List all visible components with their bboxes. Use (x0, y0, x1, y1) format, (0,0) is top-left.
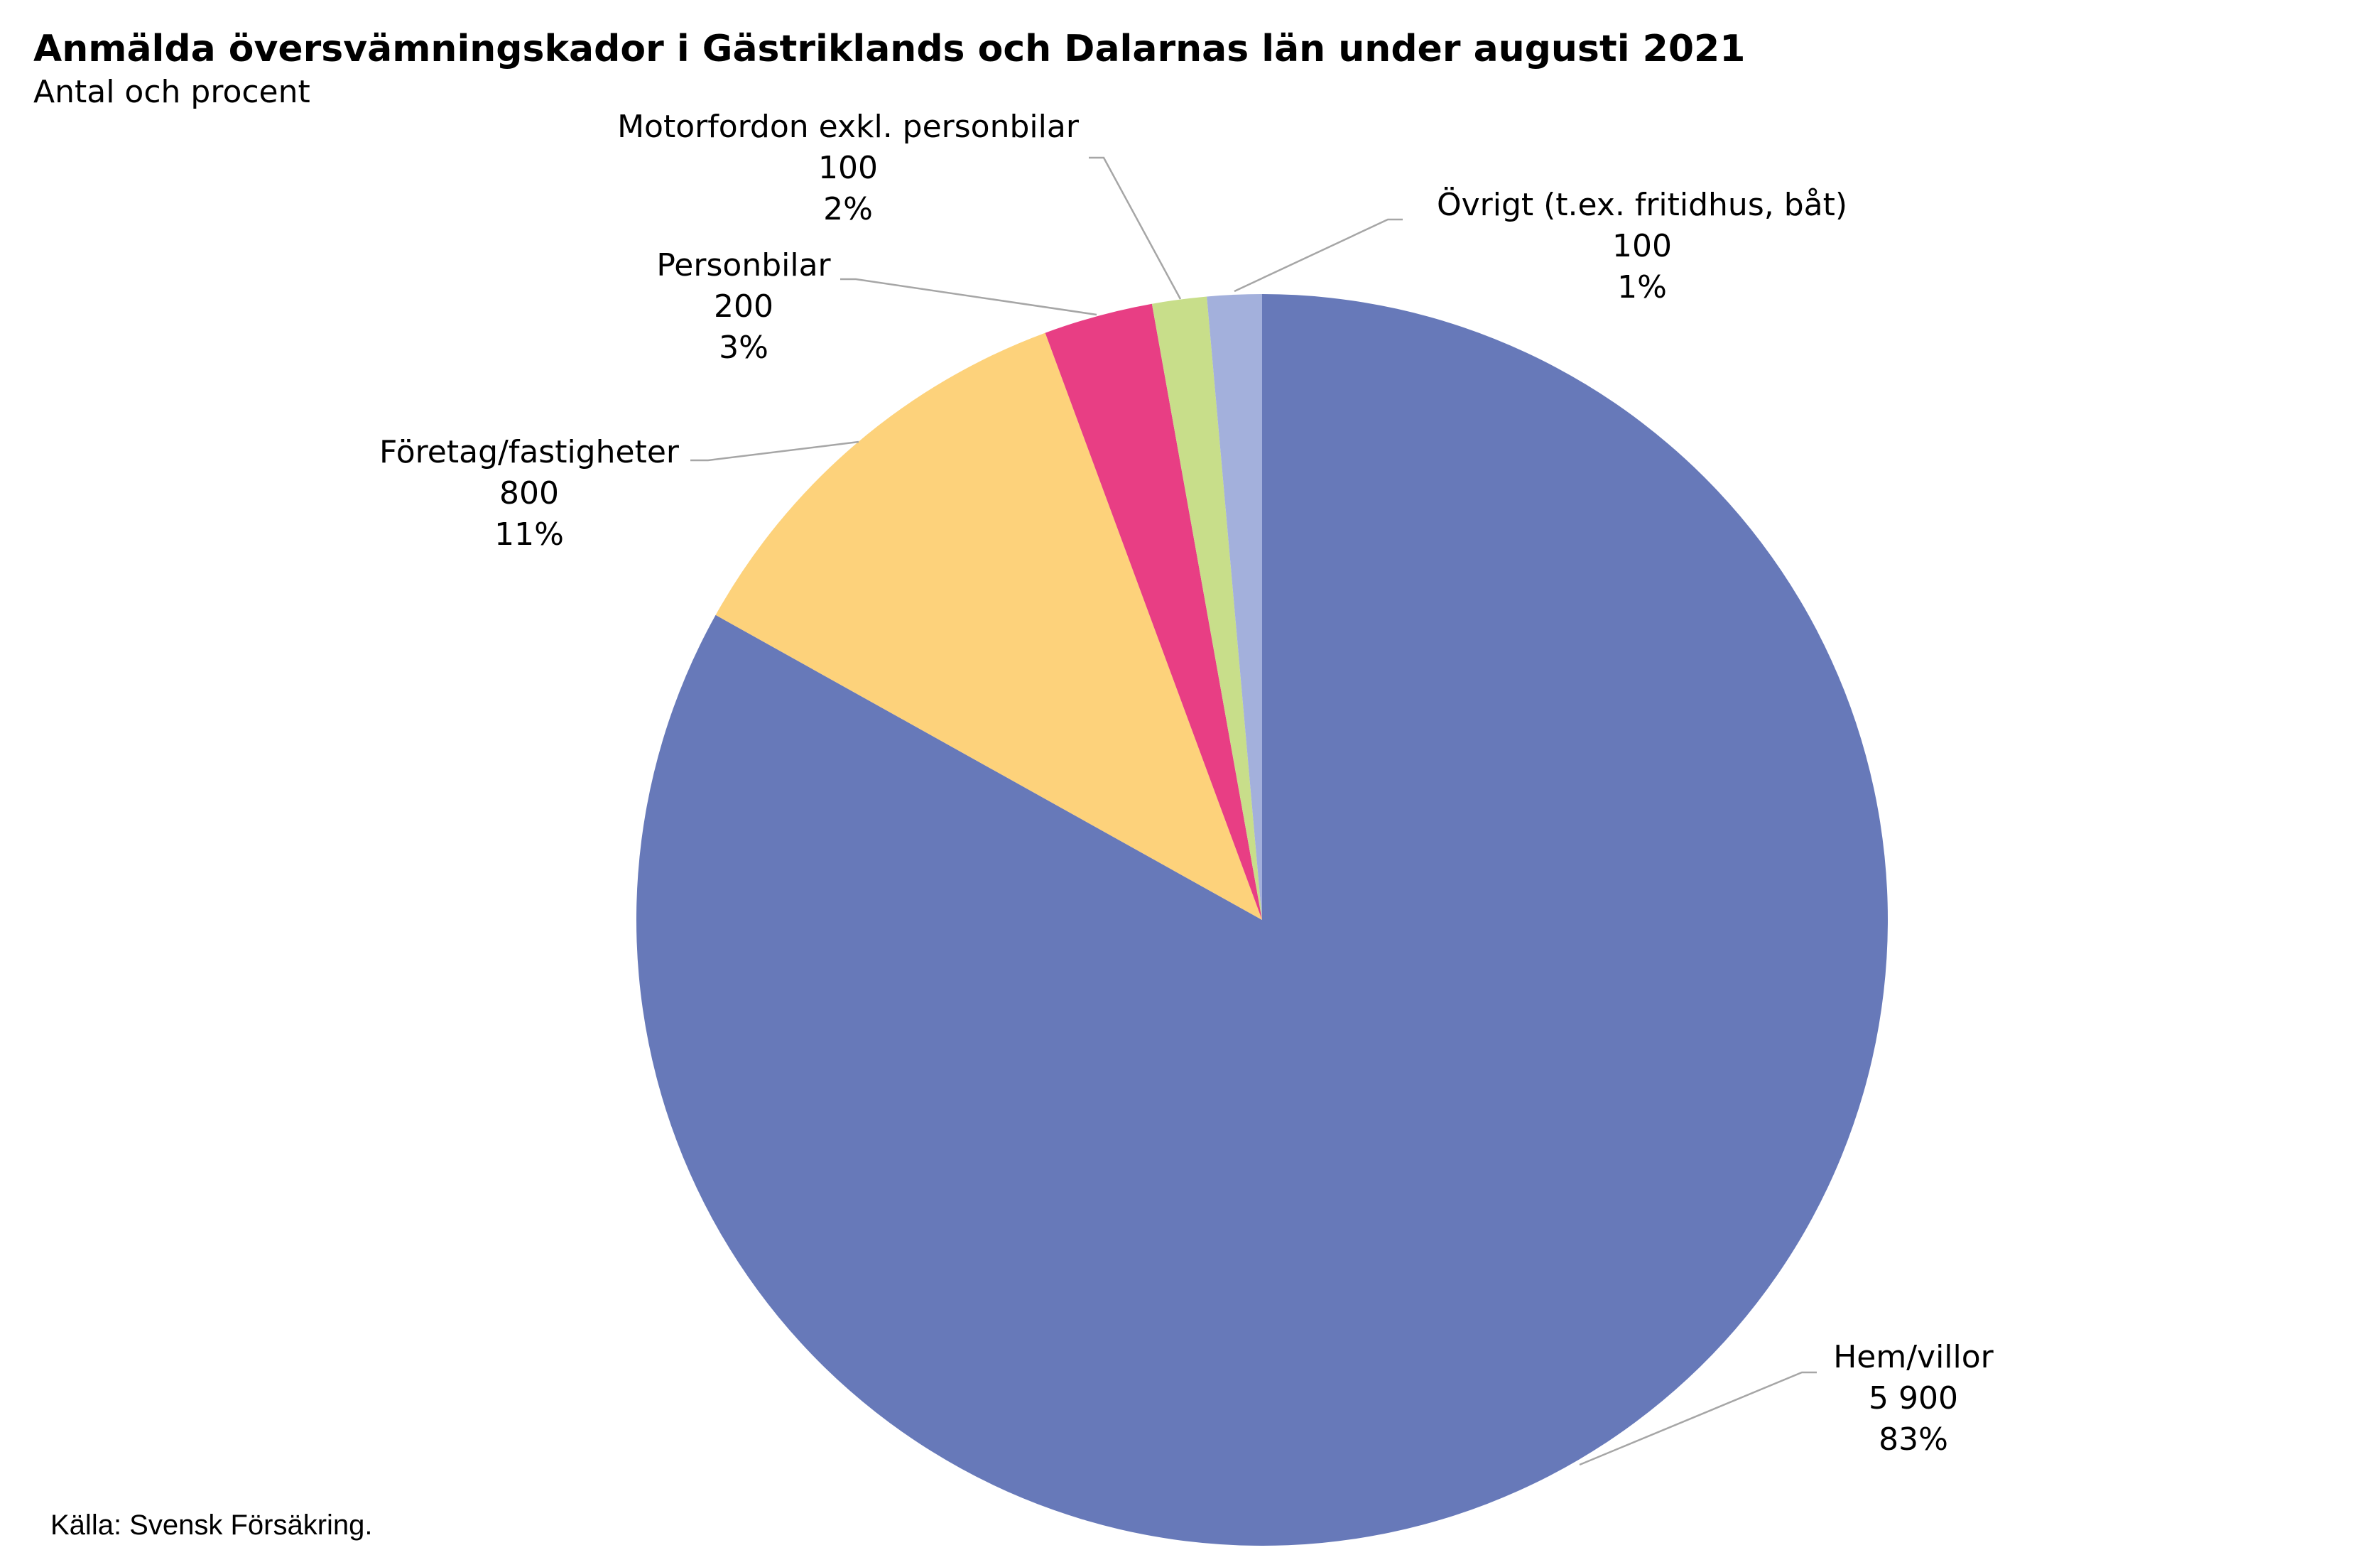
leader-line (840, 278, 1097, 316)
pie-slice (1045, 303, 1262, 920)
slice-label: Motorfordon exkl. personbilar (617, 109, 1080, 145)
value-label: 5 900 (1869, 1380, 1958, 1416)
percent-label: 11% (494, 516, 564, 553)
leader-line (1234, 218, 1403, 293)
chart-subtitle: Antal och procent (33, 74, 310, 110)
percent-label: 2% (823, 191, 873, 227)
source-note: Källa: Svensk Försäkring. (50, 1510, 373, 1541)
value-label: 200 (714, 288, 773, 325)
value-label: 100 (818, 150, 878, 186)
slice-label: Företag/fastigheter (379, 434, 680, 470)
percent-label: 83% (1879, 1421, 1948, 1458)
leader-line (1089, 156, 1182, 300)
pie-slice (1207, 294, 1262, 920)
pie-slice (715, 332, 1262, 921)
leader-line (1579, 1371, 1817, 1466)
percent-label: 1% (1617, 269, 1667, 305)
slice-label: Övrigt (t.ex. fritidhus, båt) (1437, 186, 1847, 223)
value-label: 100 (1612, 228, 1672, 264)
percent-label: 3% (719, 330, 768, 366)
slice-label: Hem/villor (1833, 1339, 1994, 1375)
pie-slice (1151, 296, 1262, 920)
value-label: 800 (499, 475, 559, 511)
slice-label: Personbilar (656, 247, 831, 283)
leader-line (690, 440, 859, 462)
chart-title: Anmälda översvämningskador i Gästrikland… (33, 28, 1745, 70)
pie-slice (636, 294, 1889, 1546)
